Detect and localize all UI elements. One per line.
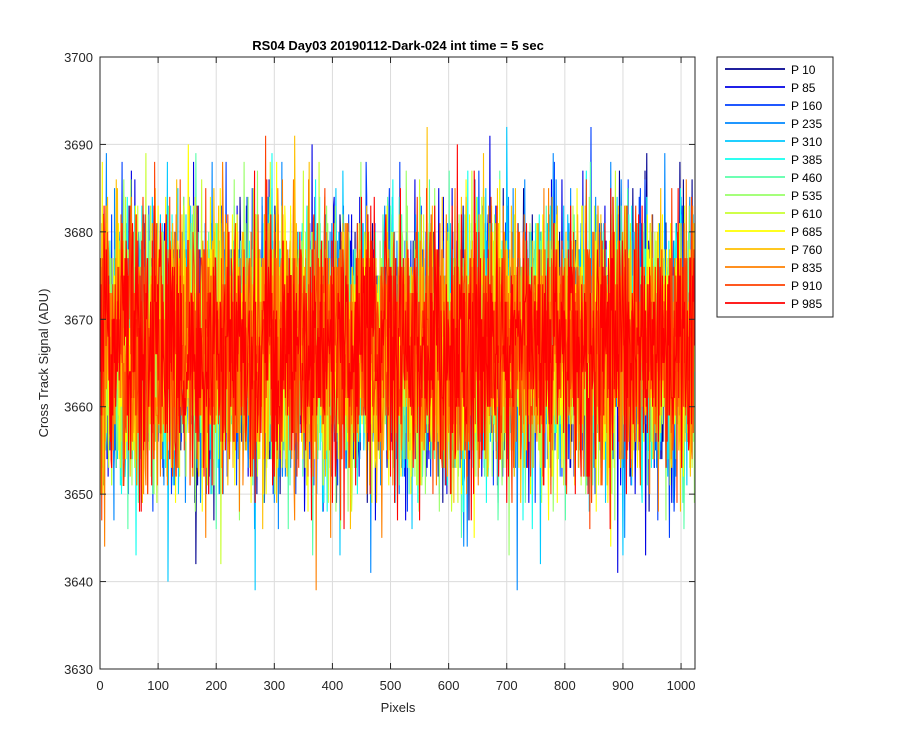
legend-label: P 610 (791, 207, 822, 221)
legend-label: P 835 (791, 261, 822, 275)
y-axis-label: Cross Track Signal (ADU) (36, 289, 51, 438)
legend-label: P 235 (791, 117, 822, 131)
plot-area: 0 100 200 300 400 500 600 700 800 900 1000 3630 3640… (64, 50, 695, 693)
x-tick-label: 300 (263, 678, 285, 693)
legend-label: P 310 (791, 135, 822, 149)
legend-label: P 10 (791, 63, 816, 77)
legend-label: P 535 (791, 189, 822, 203)
chart-title: RS04 Day03 20190112-Dark-024 int time = … (252, 38, 544, 53)
y-tick-label: 3630 (64, 662, 93, 677)
y-tick-label: 3650 (64, 487, 93, 502)
x-tick-label: 1000 (667, 678, 696, 693)
x-tick-label: 600 (438, 678, 460, 693)
legend-label: P 910 (791, 279, 822, 293)
series-group (100, 126, 695, 591)
y-tick-label: 3660 (64, 400, 93, 415)
x-tick-label: 800 (554, 678, 576, 693)
y-tick-label: 3640 (64, 575, 93, 590)
axes-frame (99, 56, 696, 670)
x-tick-label: 900 (612, 678, 634, 693)
legend-label: P 685 (791, 225, 822, 239)
legend-label: P 760 (791, 243, 822, 257)
x-tick-label: 200 (205, 678, 227, 693)
legend-label: P 460 (791, 171, 822, 185)
x-tick-label: 400 (322, 678, 344, 693)
y-tick-label: 3690 (64, 137, 93, 152)
x-tick-label: 500 (380, 678, 402, 693)
x-tick-label: 0 (96, 678, 103, 693)
legend-label: P 385 (791, 153, 822, 167)
legend-label: P 85 (791, 81, 816, 95)
y-tick-label: 3700 (64, 50, 93, 65)
legend: P 10 P 85 P 160 P 235 P 310 P 385 P 460 P 535 P … (716, 56, 834, 318)
y-tick-label: 3680 (64, 225, 93, 240)
x-axis-label: Pixels (381, 700, 416, 715)
series-line-p985 (100, 144, 695, 530)
y-tick-label: 3670 (64, 312, 93, 327)
legend-box (716, 56, 834, 318)
x-tick-label: 100 (147, 678, 169, 693)
x-tick-label: 700 (496, 678, 518, 693)
legend-label: P 160 (791, 99, 822, 113)
legend-label: P 985 (791, 297, 822, 311)
